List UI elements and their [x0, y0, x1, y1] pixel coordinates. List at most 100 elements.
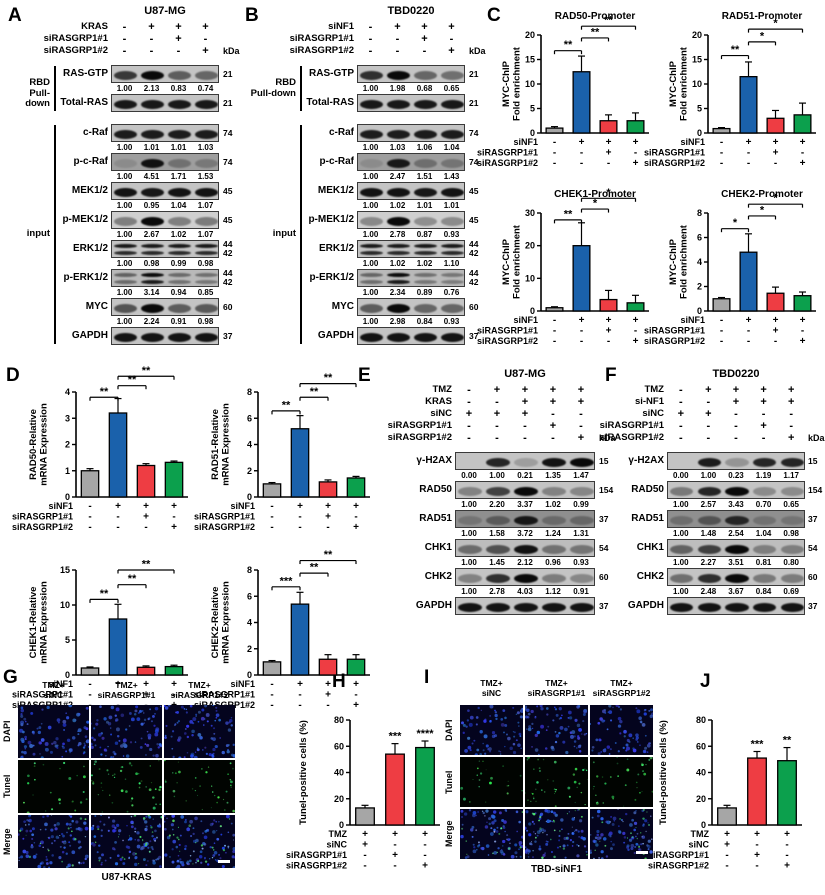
fluorescence-dot: [134, 862, 138, 867]
fluorescence-dot: [71, 801, 73, 803]
condition-symbol: -: [678, 396, 683, 408]
bar: [80, 470, 100, 498]
micrograph-image: [16, 814, 89, 869]
fluorescence-dot: [45, 855, 48, 858]
fluorescence-dot: [159, 785, 162, 789]
fluorescence-dot: [113, 829, 117, 833]
fluorescence-dot: [65, 822, 69, 826]
protein-label: c-Raf: [328, 127, 354, 138]
condition-symbol: -: [761, 408, 766, 420]
fluorescence-dot: [19, 728, 24, 733]
band: [195, 99, 218, 109]
fluorescence-dot: [636, 786, 638, 789]
band: [195, 70, 218, 80]
fluorescence-dot: [204, 856, 206, 859]
band: [141, 70, 164, 80]
fluorescence-dot: [121, 856, 124, 859]
panel-label-g: G: [3, 667, 18, 688]
fluorescence-dot: [172, 839, 177, 844]
fluorescence-dot: [118, 739, 121, 742]
fluorescence-dot: [494, 734, 498, 738]
blot-strip: [357, 65, 465, 83]
fluorescence-dot: [606, 745, 611, 749]
fluorescence-dot: [486, 821, 488, 824]
sig-label: **: [142, 365, 151, 377]
fluorescence-dot: [63, 761, 66, 765]
band: [114, 187, 137, 197]
fluorescence-dot: [521, 790, 523, 792]
band: [486, 544, 510, 554]
x-condition-symbol: -: [326, 522, 329, 533]
fluorescence-dot: [20, 713, 23, 716]
fluorescence-dot: [578, 819, 583, 823]
fluorescence-dot: [24, 735, 28, 739]
fluorescence-dot: [214, 859, 217, 861]
fluorescence-dot: [545, 729, 548, 731]
fluorescence-dot: [595, 794, 597, 797]
fluorescence-dot: [130, 815, 133, 818]
bar: [164, 461, 184, 498]
fluorescence-dot: [170, 823, 174, 827]
fluorescence-dot: [507, 838, 511, 842]
kda-value: 54: [599, 542, 609, 553]
fluorescence-dot: [547, 841, 549, 843]
fluorescence-dot: [491, 821, 495, 825]
x-condition-symbol: -: [553, 158, 556, 169]
y-tick-label: 0: [697, 128, 702, 138]
protein-label: p-ERK1/2: [63, 272, 108, 283]
fluorescence-dot: [113, 848, 116, 851]
band: [414, 216, 437, 226]
quant-value: 0.21: [517, 471, 533, 480]
fluorescence-dot: [530, 841, 533, 843]
fluorescence-dot: [482, 760, 484, 762]
fluorescence-dot: [571, 832, 575, 836]
blot-strip: [357, 94, 465, 112]
x-condition-symbol: +: [353, 679, 359, 690]
fluorescence-dot: [151, 859, 155, 862]
quant-value: 1.10: [443, 259, 460, 268]
fluorescence-dot: [190, 752, 195, 757]
fluorescence-dot: [480, 847, 483, 850]
condition-label: siRASGRP1#1: [289, 33, 354, 44]
fluorescence-dot: [226, 801, 229, 804]
protein-label: ERK1/2: [318, 243, 354, 254]
band: [486, 573, 510, 583]
fluorescence-dot: [76, 774, 78, 777]
x-condition-symbol: -: [725, 861, 728, 872]
fluorescence-dot: [572, 840, 575, 844]
fluorescence-dot: [602, 837, 607, 841]
x-condition-label: siRASGRP1#2: [477, 158, 538, 168]
condition-symbol: +: [705, 408, 712, 420]
fluorescence-dot: [32, 794, 34, 796]
fluorescence-dot: [58, 721, 60, 724]
quant-value: 0.74: [197, 84, 214, 93]
fluorescence-dot: [541, 789, 543, 791]
fluorescence-dot: [550, 745, 555, 750]
fluorescence-dot: [157, 824, 160, 828]
fluorescence-dot: [485, 769, 487, 771]
kda-header: kDa: [808, 433, 825, 443]
fluorescence-dot: [93, 835, 97, 838]
x-condition-symbol: -: [580, 326, 583, 337]
fluorescence-dot: [229, 762, 232, 765]
fluorescence-dot: [212, 849, 215, 851]
group-label: input: [26, 228, 50, 240]
fluorescence-dot: [155, 727, 160, 732]
fluorescence-dot: [184, 818, 187, 821]
fluorescence-dot: [221, 864, 225, 869]
band: [168, 99, 191, 109]
band: [387, 70, 410, 80]
chart-chek1-mrna: 0 5 10 15 CHEK1-Relative mRNA Expression ** ** *…: [12, 550, 196, 720]
fluorescence-dot: [624, 784, 627, 787]
quant-value: 1.00: [489, 471, 505, 480]
x-condition-label: siNC: [326, 840, 347, 850]
micrograph-merge: [162, 813, 237, 870]
quant-value: 0.99: [573, 500, 589, 509]
quant-value: 2.24: [143, 317, 160, 326]
protein-label: γ-H2AX: [416, 455, 452, 466]
fluorescence-dot: [641, 835, 646, 839]
x-condition-symbol: -: [580, 336, 583, 347]
fluorescence-dot: [228, 721, 231, 724]
fluorescence-dot: [585, 769, 588, 772]
fluorescence-dot: [547, 779, 549, 781]
